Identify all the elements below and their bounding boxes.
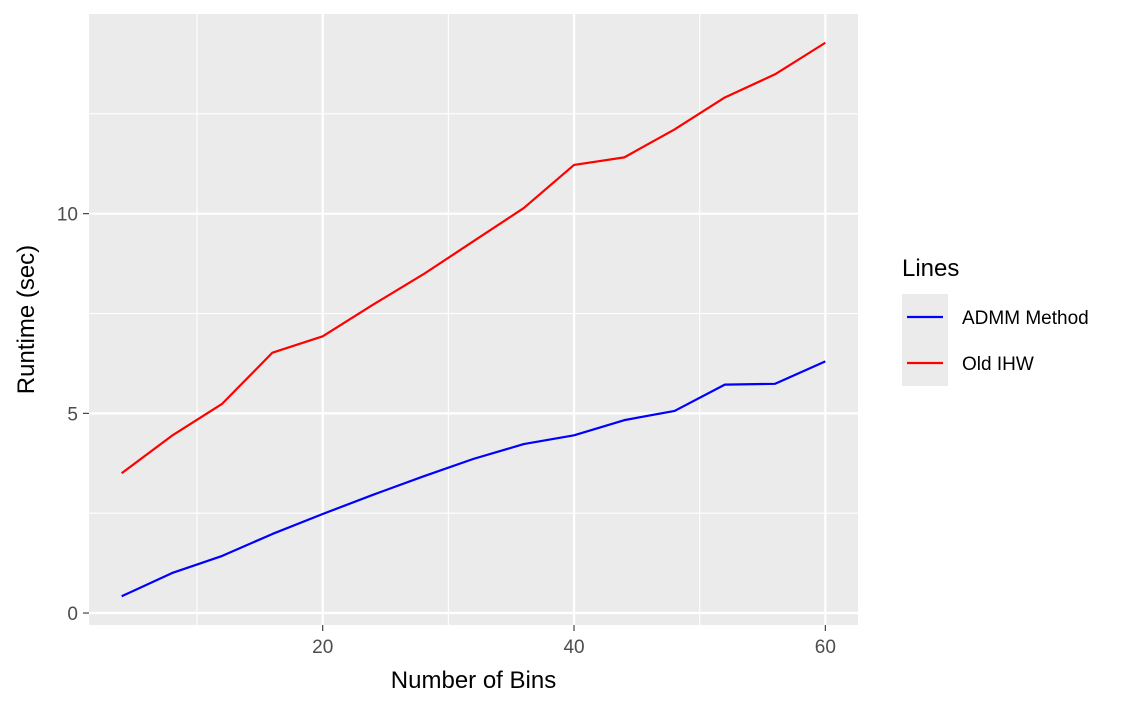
y-tick-label: 5: [67, 404, 78, 425]
plot-panel: [89, 14, 858, 625]
y-axis: 0 5 10: [57, 205, 89, 625]
legend-label: ADMM Method: [962, 308, 1089, 329]
y-tick-label: 0: [67, 604, 78, 625]
legend-title: Lines: [902, 255, 959, 282]
major-gridlines: [89, 14, 858, 625]
legend-items: ADMM Method Old IHW: [902, 294, 1089, 386]
x-tick-label: 20: [312, 637, 333, 658]
x-tick-label: 40: [563, 637, 584, 658]
y-axis-title: Runtime (sec): [13, 245, 40, 394]
minor-gridlines: [89, 14, 858, 625]
legend-label: Old IHW: [962, 354, 1034, 375]
series-line-1: [121, 41, 826, 475]
x-tick-label: 60: [815, 637, 836, 658]
x-axis-title: Number of Bins: [391, 667, 556, 694]
series-layer: [121, 41, 826, 598]
series-line-0: [121, 360, 826, 598]
x-axis: 20 40 60: [312, 625, 836, 658]
legend: Lines ADMM Method Old IHW: [902, 255, 1089, 386]
y-tick-label: 10: [57, 205, 78, 226]
